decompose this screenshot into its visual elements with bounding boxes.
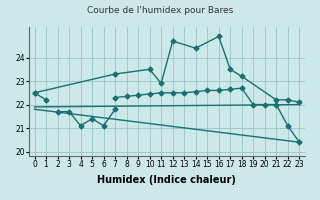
X-axis label: Humidex (Indice chaleur): Humidex (Indice chaleur)	[98, 175, 236, 185]
Text: Courbe de l'humidex pour Bares: Courbe de l'humidex pour Bares	[87, 6, 233, 15]
